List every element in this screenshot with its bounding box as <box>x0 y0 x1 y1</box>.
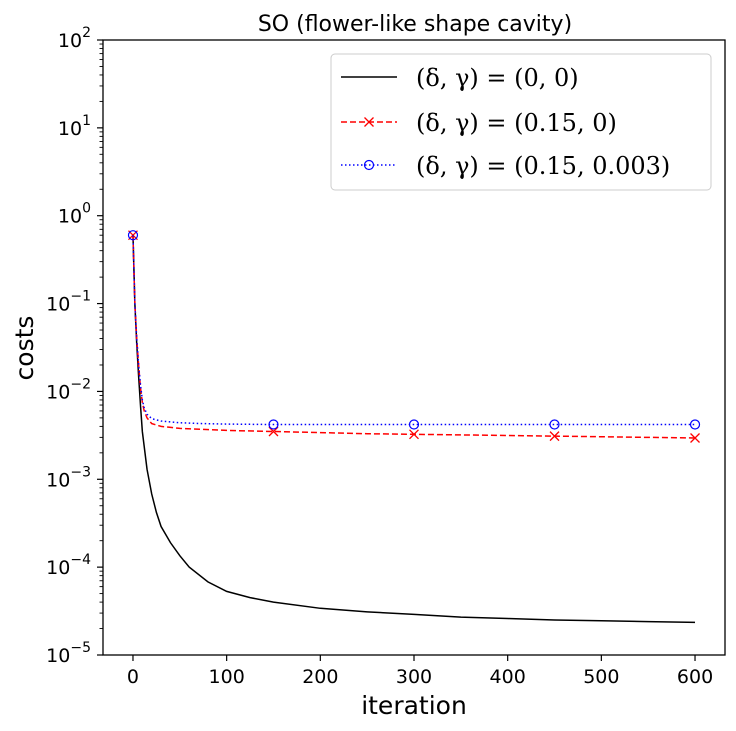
series-3-point <box>127 230 139 241</box>
x-tick-label: 500 <box>583 666 619 688</box>
plot-area: 0 100 200 300 400 500 600 10−5 10−4 10−3 10−2 10−1… <box>46 25 726 688</box>
x-tick-label: 600 <box>677 666 713 688</box>
series-line-1 <box>132 235 696 624</box>
series-2-point <box>549 431 560 442</box>
legend-label-2: (δ, γ) = (0.15, 0) <box>416 109 617 137</box>
y-axis-title: costs <box>10 316 39 381</box>
y-tick-label: 10−4 <box>46 552 91 579</box>
y-tick-label: 10−5 <box>46 640 91 667</box>
y-tick-label: 101 <box>58 113 91 140</box>
x-tick-label: 200 <box>302 666 338 688</box>
series-3-point <box>689 419 701 430</box>
legend-marker-3 <box>363 159 375 171</box>
x-axis-ticks: 0 100 200 300 400 500 600 <box>127 655 713 688</box>
series-2-point <box>409 429 419 440</box>
y-tick-label: 100 <box>58 201 91 228</box>
y-tick-label: 10−2 <box>46 376 91 403</box>
legend-label-1: (δ, γ) = (0, 0) <box>416 64 579 92</box>
x-tick-label: 300 <box>396 666 432 688</box>
legend-marker-2 <box>364 117 374 127</box>
series-3-point <box>408 419 420 430</box>
x-axis-title: iteration <box>361 691 467 720</box>
y-tick-label: 10−3 <box>46 464 91 491</box>
legend: (δ, γ) = (0, 0) (δ, γ) = (0.15, 0) (δ, γ) … <box>330 53 712 191</box>
y-tick-label: 102 <box>58 25 91 52</box>
series-3-point <box>549 419 560 430</box>
series-line-3 <box>132 235 696 426</box>
y-tick-label: 10−1 <box>46 289 91 316</box>
chart-title: SO (flower-like shape cavity) <box>258 12 572 37</box>
x-tick-label: 100 <box>209 666 245 688</box>
y-axis-ticks: 10−5 10−4 10−3 10−2 10−1 100 101 102 <box>46 25 103 667</box>
series-2-point <box>690 433 700 443</box>
series-layer <box>127 230 701 624</box>
legend-label-3: (δ, γ) = (0.15, 0.003) <box>416 152 670 180</box>
series-3-point <box>268 419 279 430</box>
legend-box <box>330 53 712 191</box>
x-tick-label: 400 <box>490 666 526 688</box>
x-tick-label: 0 <box>127 666 139 688</box>
